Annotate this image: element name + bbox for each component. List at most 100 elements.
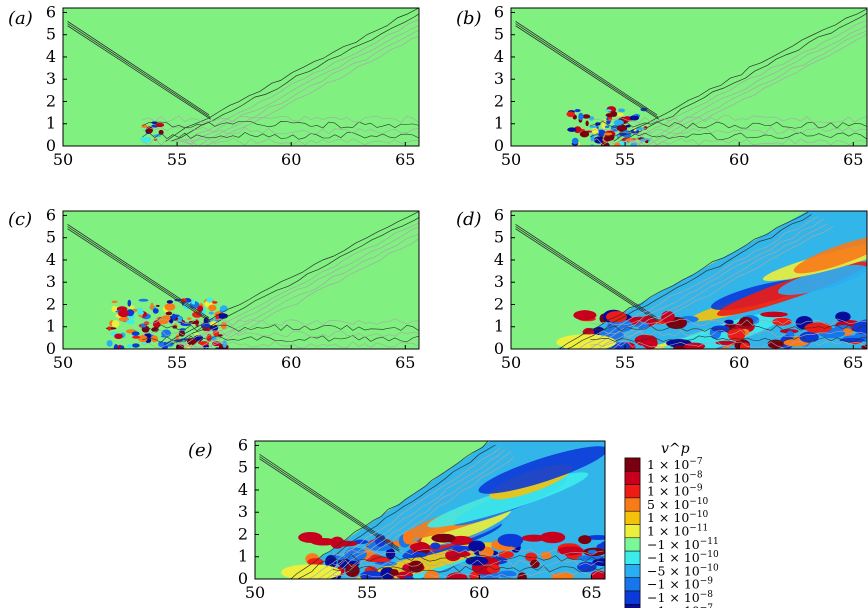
legend-label-mantissa: 1 × 10 <box>647 457 689 472</box>
contour-line <box>308 446 502 579</box>
legend-label: 1 × 10−8 <box>647 470 703 485</box>
fringe <box>556 334 617 349</box>
turbulent-spot <box>402 530 413 545</box>
legend-swatch <box>624 577 641 592</box>
turbulent-spot <box>711 325 730 333</box>
shock-line <box>515 23 659 118</box>
contour-line <box>142 340 419 349</box>
legend-label-exponent: −10 <box>700 563 719 573</box>
contour-line <box>142 329 419 338</box>
turbulent-spot <box>727 327 746 342</box>
shock-line <box>259 454 399 549</box>
perturbation-spot <box>161 329 172 338</box>
x-tick-label: 65 <box>843 150 863 169</box>
contour-line <box>638 33 867 146</box>
y-tick-label: 4 <box>238 480 248 499</box>
y-tick-label: 3 <box>46 272 56 291</box>
perturbation-spot <box>582 114 591 119</box>
turbulent-spot <box>556 546 584 556</box>
x-tick-label: 65 <box>581 583 601 602</box>
perturbation-spot <box>579 130 590 138</box>
perturbation-spot <box>197 305 204 313</box>
legend-label: −1 × 10−9 <box>647 577 713 592</box>
contour-line <box>633 30 867 146</box>
panel-a: 0 1 2 3 4 5 6 50 55 60 65 (a) <box>8 2 420 169</box>
panel-label: (d) <box>456 209 482 230</box>
perturbation-spot <box>613 119 624 126</box>
turbulent-spot <box>551 572 575 579</box>
turbulent-spot <box>739 342 751 349</box>
shock-line <box>259 456 400 551</box>
x-tick-label: 60 <box>281 150 301 169</box>
y-tick-label: 1 <box>46 317 56 336</box>
y-tick-label: 1 <box>46 114 56 133</box>
perturbation-spot <box>187 338 198 346</box>
legend-label-mantissa: −1 × 10 <box>647 550 700 565</box>
turbulent-spot <box>592 558 605 567</box>
perturbation-spot <box>131 343 140 348</box>
y-tick-label: 0 <box>46 136 56 155</box>
legend-label-mantissa: 1 × 10 <box>647 524 689 539</box>
y-tick-label: 0 <box>238 569 248 588</box>
panel-label: (a) <box>8 8 33 29</box>
shock-line <box>515 21 658 116</box>
perturbation-spot <box>158 341 165 347</box>
legend-label: −1 × 10−11 <box>647 537 719 552</box>
contour-line <box>333 570 604 578</box>
perturbation-spot <box>591 127 599 136</box>
turbulent-spot <box>573 310 597 321</box>
contour-line <box>610 226 834 349</box>
perturbation-spot <box>191 299 196 306</box>
y-tick-label: 3 <box>238 502 248 521</box>
contour-line <box>142 335 419 343</box>
contour-line <box>558 211 809 349</box>
legend-swatch <box>624 471 641 485</box>
x-tick-label: 55 <box>615 353 635 372</box>
legend-label-exponent: −8 <box>700 590 714 600</box>
perturbation-spot <box>152 320 161 329</box>
y-tick-label: 1 <box>494 114 504 133</box>
contour-line <box>577 216 818 349</box>
x-tick-label: 50 <box>53 150 73 169</box>
turbulent-spot <box>578 535 592 545</box>
perturbation-spot <box>132 335 141 339</box>
legend-swatch <box>624 524 641 539</box>
perturbation-spot <box>604 125 610 129</box>
perturbation-spot <box>114 333 123 340</box>
shock-line <box>67 23 211 118</box>
contour-line <box>590 324 867 332</box>
x-tick-label: 65 <box>843 353 863 372</box>
turbulent-spot <box>449 550 471 558</box>
y-tick-label: 5 <box>46 25 56 44</box>
y-tick-label: 2 <box>46 294 56 313</box>
turbulent-spot <box>724 319 734 325</box>
perturbation-spot <box>212 301 218 304</box>
contour-line <box>317 449 506 579</box>
y-tick-label: 0 <box>494 339 504 358</box>
contour-line <box>190 35 419 146</box>
perturbation-spot <box>618 141 629 146</box>
perturbation-spot <box>120 345 125 349</box>
turbulent-spot <box>310 537 337 546</box>
perturbation-spot <box>199 341 209 346</box>
legend-label-exponent: −10 <box>700 550 719 560</box>
turbulent-spot <box>497 570 517 578</box>
turbulent-spot <box>835 311 851 322</box>
perturbation-spot <box>574 109 581 113</box>
turbulent-spot <box>345 563 360 578</box>
legend-label: 1 × 10−9 <box>647 484 703 499</box>
contour-line <box>190 238 419 349</box>
perturbation-spot <box>118 309 129 318</box>
perturbation-spot <box>603 135 612 142</box>
perturbation-spot <box>140 136 151 143</box>
legend-swatch <box>624 497 641 512</box>
legend-label: −1 × 10−10 <box>647 550 719 565</box>
y-tick-label: 0 <box>494 136 504 155</box>
perturbation-spot <box>573 126 582 134</box>
perturbation-spot <box>171 313 176 321</box>
contour-line <box>628 25 867 145</box>
perturbation-spot <box>132 308 138 312</box>
perturbation-spot <box>588 125 598 128</box>
turbulent-spot <box>497 533 524 547</box>
turbulent-spot <box>590 570 605 579</box>
